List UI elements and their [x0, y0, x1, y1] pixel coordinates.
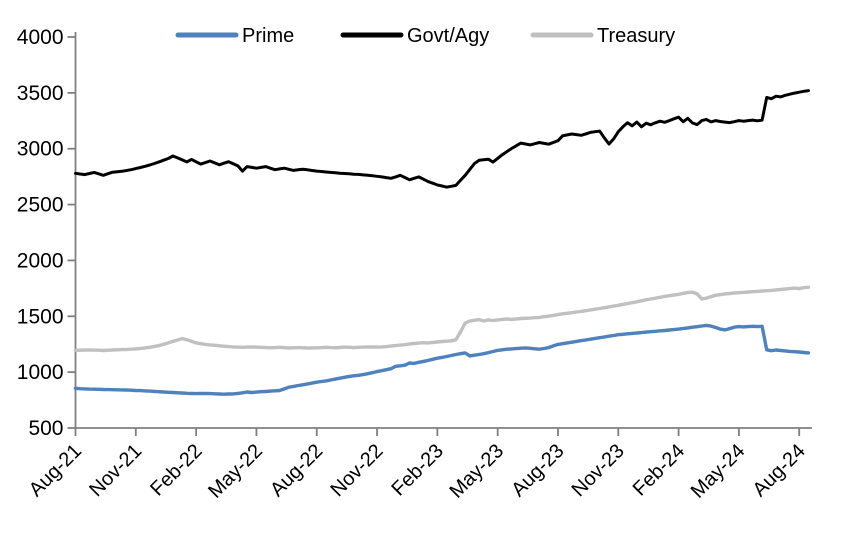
x-tick-label: Nov-22	[326, 440, 387, 501]
y-tick-label: 2500	[17, 194, 64, 217]
series	[73, 89, 811, 396]
x-tick-label: May-24	[687, 440, 750, 503]
x-tick-label: Nov-21	[85, 440, 146, 501]
y-tick-label: 3000	[17, 138, 64, 161]
x-tick-label: Feb-23	[388, 440, 448, 500]
legend-item-treasury: Treasury	[530, 25, 675, 47]
x-tick-label: Aug-21	[25, 440, 86, 501]
series-line-treasury	[73, 285, 811, 353]
x-tick-label: Feb-24	[629, 440, 689, 500]
legend-item-prime: Prime	[175, 25, 294, 47]
x-tick-label: Aug-24	[749, 440, 810, 501]
legend-label: Treasury	[597, 25, 675, 47]
y-tick-label: 3500	[17, 82, 64, 105]
x-tick-label: May-22	[204, 440, 267, 503]
x-tick-label: May-23	[445, 440, 508, 503]
y-tick-label: 4000	[17, 26, 64, 49]
legend-label: Prime	[242, 25, 294, 47]
y-tick-label: 2000	[17, 249, 64, 272]
x-tick-label: Aug-22	[266, 440, 327, 501]
x-tick-label: Nov-23	[568, 440, 629, 501]
legend: Prime Govt/Agy Treasury	[175, 25, 675, 47]
y-tick-label: 1500	[17, 305, 64, 328]
y-tick-label: 500	[28, 417, 63, 440]
legend-label: Govt/Agy	[407, 25, 489, 47]
legend-item-govt-agy: Govt/Agy	[340, 25, 489, 47]
y-tick-label: 1000	[17, 361, 64, 384]
x-tick-label: Feb-22	[146, 440, 206, 500]
series-line-prime	[73, 323, 811, 396]
series-line-govt-agy	[74, 89, 810, 189]
x-tick-label: Aug-23	[507, 440, 568, 501]
